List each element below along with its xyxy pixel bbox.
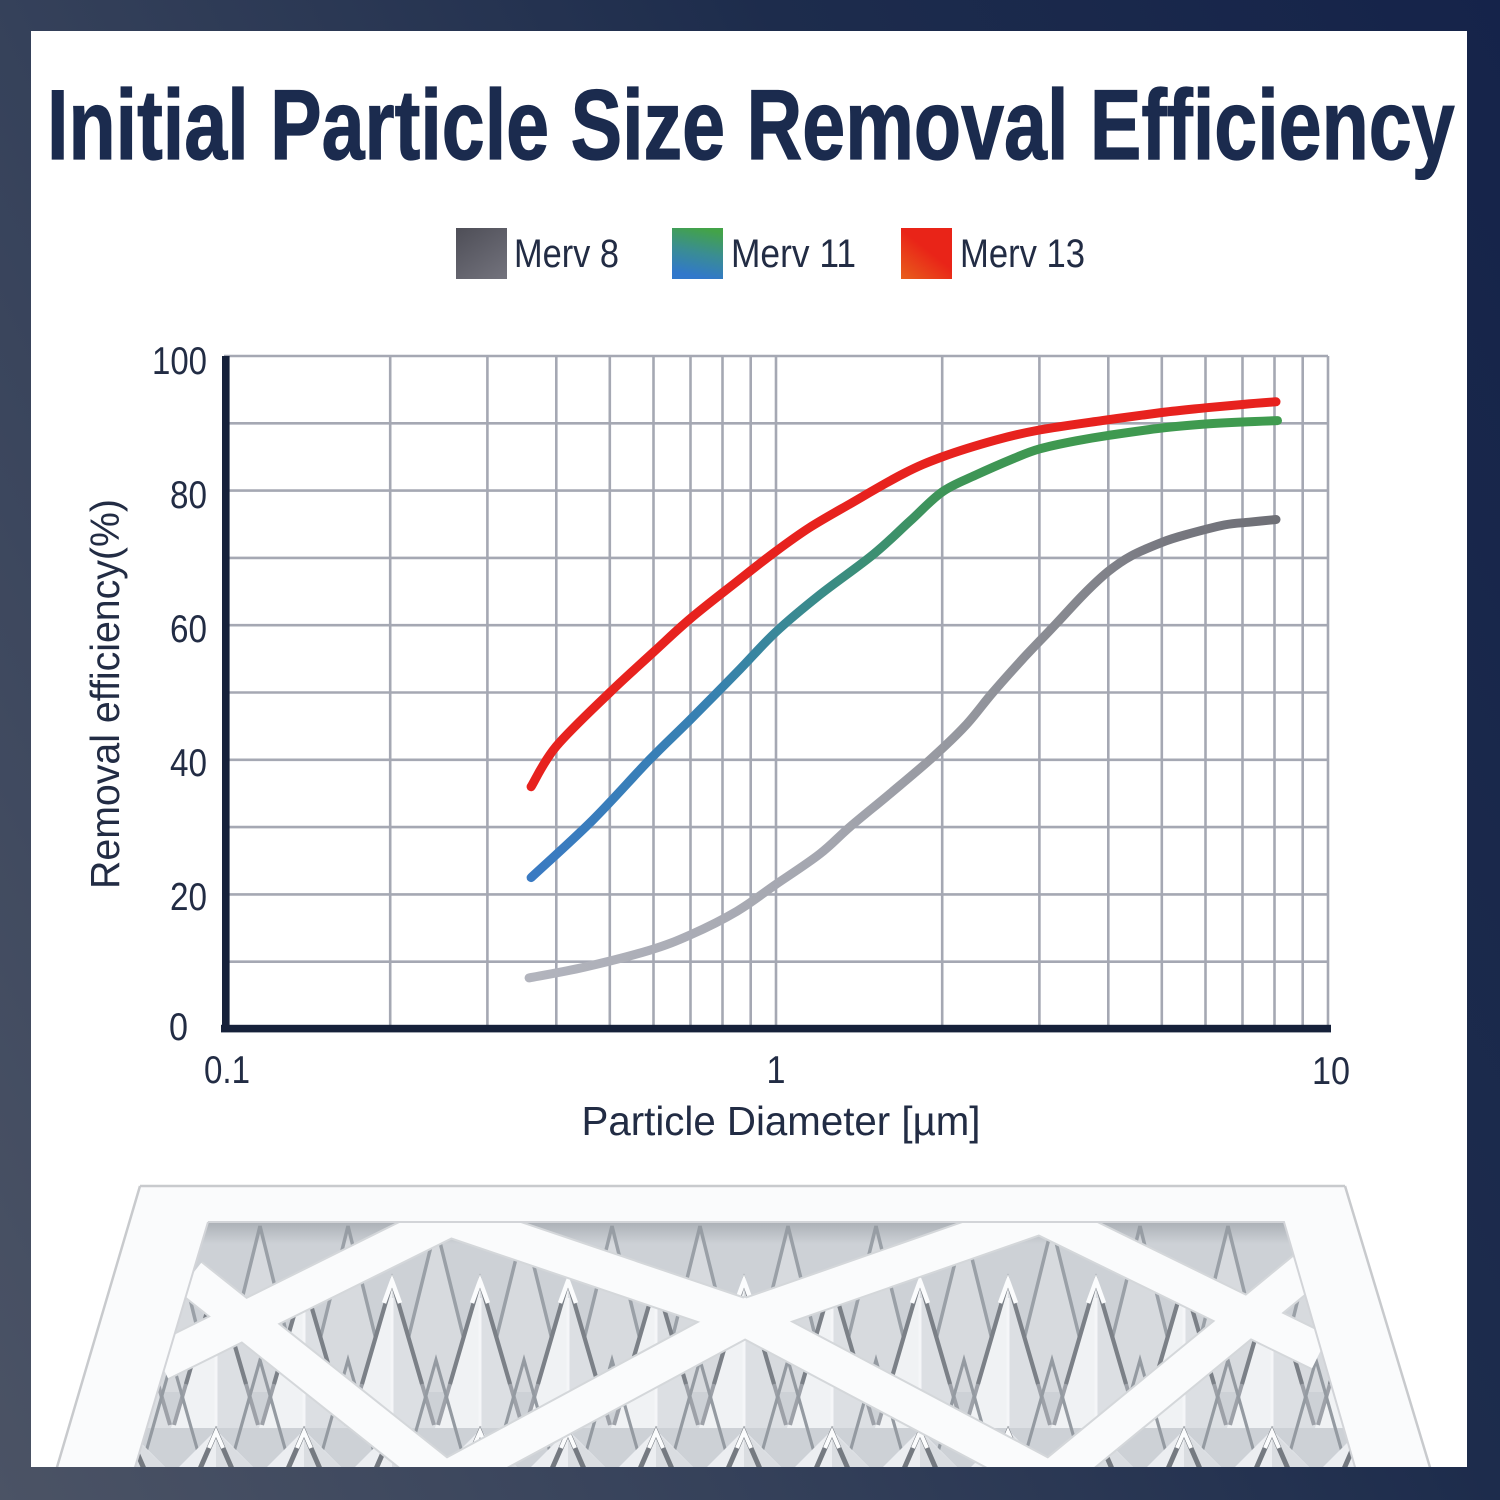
svg-text:20: 20 — [170, 876, 207, 919]
svg-text:Merv 8: Merv 8 — [514, 232, 619, 276]
svg-text:0: 0 — [169, 1006, 188, 1049]
svg-text:80: 80 — [170, 474, 207, 517]
svg-text:Removal efficiency(%): Removal efficiency(%) — [82, 499, 128, 889]
svg-text:100: 100 — [152, 340, 207, 383]
svg-text:40: 40 — [170, 742, 207, 785]
svg-text:10: 10 — [1312, 1050, 1350, 1093]
svg-text:0.1: 0.1 — [204, 1049, 250, 1092]
svg-text:Merv 13: Merv 13 — [960, 232, 1085, 276]
svg-text:60: 60 — [170, 608, 207, 651]
svg-text:Particle Diameter [µm]: Particle Diameter [µm] — [582, 1098, 981, 1144]
svg-text:Merv 11: Merv 11 — [731, 232, 856, 276]
svg-text:1: 1 — [767, 1049, 786, 1092]
